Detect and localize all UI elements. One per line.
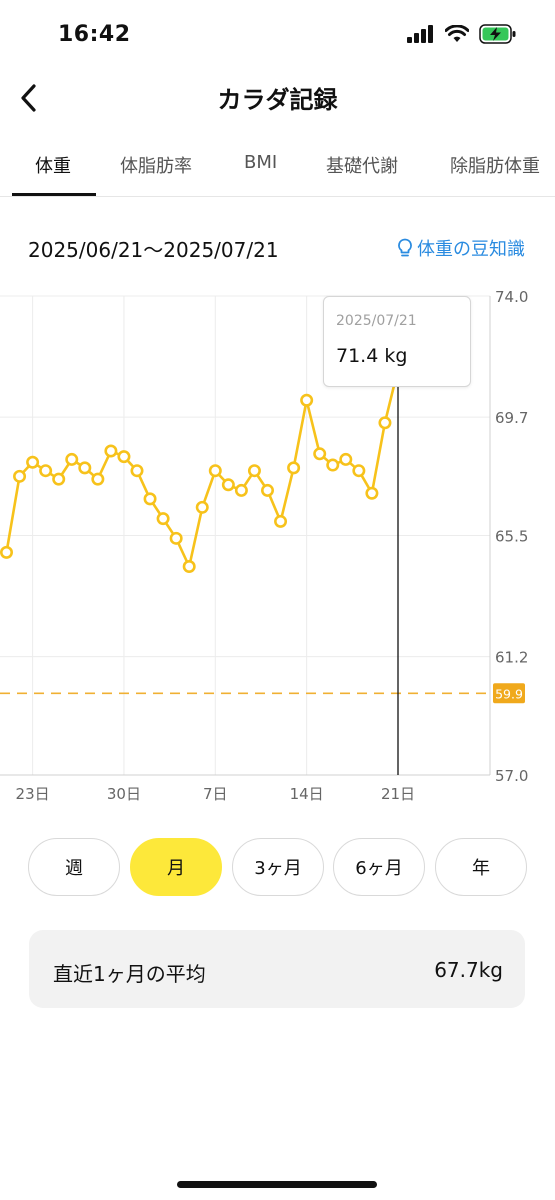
- weight-data-point: [39, 464, 53, 478]
- average-value: 67.7kg: [434, 958, 503, 982]
- weight-data-point: [169, 531, 183, 545]
- weight-data-point: [130, 464, 144, 478]
- average-label: 直近1ヶ月の平均: [53, 962, 206, 986]
- weight-tips-label: 体重の豆知識: [417, 239, 525, 260]
- x-tick-label: 21日: [381, 785, 415, 803]
- x-tick-label: 30日: [107, 785, 141, 803]
- weight-data-point: [274, 514, 288, 528]
- y-tick-label: 69.7: [495, 409, 528, 427]
- status-time: 16:42: [58, 22, 131, 47]
- weight-data-points: [0, 393, 392, 573]
- weight-data-point: [143, 492, 157, 506]
- weight-data-point: [352, 464, 366, 478]
- weight-data-point: [182, 559, 196, 573]
- y-tick-label: 57.0: [495, 767, 528, 785]
- page-title: カラダ記録: [217, 86, 338, 114]
- period-6month-button[interactable]: 6ヶ月: [333, 838, 425, 896]
- weight-data-point: [287, 461, 301, 475]
- y-tick-label: 65.5: [495, 528, 528, 546]
- weight-data-point: [13, 469, 27, 483]
- y-tick-label: 74.0: [495, 288, 528, 306]
- active-tab-indicator: [12, 193, 96, 196]
- wifi-icon: [445, 25, 469, 42]
- weight-data-point: [0, 545, 13, 559]
- weight-data-point: [326, 458, 340, 472]
- weight-data-point: [339, 452, 353, 466]
- tab-bmi[interactable]: BMI: [244, 152, 278, 173]
- weight-data-point: [260, 483, 274, 497]
- x-tick-label: 14日: [290, 785, 324, 803]
- y-axis-ticks: 74.0 69.7 65.5 61.2 57.0: [495, 288, 528, 785]
- x-tick-label: 7日: [203, 785, 228, 803]
- weight-series-line: [5, 368, 400, 568]
- weight-data-point: [313, 447, 327, 461]
- weight-data-point: [156, 512, 170, 526]
- home-indicator: [177, 1181, 377, 1188]
- tab-weight[interactable]: 体重: [35, 156, 71, 177]
- period-week-button[interactable]: 週: [28, 838, 120, 896]
- tab-lean-body-mass[interactable]: 除脂肪体重: [450, 156, 540, 177]
- weight-data-point: [378, 416, 392, 430]
- weight-data-point: [26, 455, 40, 469]
- weight-data-point: [300, 393, 314, 407]
- weight-data-point: [78, 461, 92, 475]
- tab-basal-metabolism[interactable]: 基礎代謝: [326, 156, 398, 177]
- chart-tooltip: 2025/07/21 71.4 kg: [323, 296, 471, 387]
- back-button[interactable]: [10, 80, 46, 116]
- cellular-signal-icon: [407, 25, 433, 43]
- metric-tabs: 体重 体脂肪率 BMI 基礎代謝 除脂肪体重: [0, 140, 555, 197]
- tab-body-fat[interactable]: 体脂肪率: [120, 156, 192, 177]
- period-year-button[interactable]: 年: [435, 838, 527, 896]
- weight-data-point: [247, 464, 261, 478]
- period-3month-button[interactable]: 3ヶ月: [232, 838, 324, 896]
- period-month-button[interactable]: 月: [130, 838, 222, 896]
- target-weight-line: 59.9: [0, 683, 525, 704]
- weight-data-point: [234, 483, 248, 497]
- weight-tips-link[interactable]: 体重の豆知識: [397, 235, 525, 261]
- y-tick-label: 61.2: [495, 649, 528, 667]
- weight-data-point: [65, 452, 79, 466]
- chevron-left-icon: [21, 84, 36, 112]
- x-tick-label: 23日: [16, 785, 50, 803]
- weight-data-point: [195, 500, 209, 514]
- weight-data-point: [52, 472, 66, 486]
- tooltip-value: 71.4 kg: [336, 345, 408, 367]
- date-range-label: 2025/06/21〜2025/07/21: [28, 238, 279, 262]
- weight-line-chart[interactable]: 74.0 69.7 65.5 61.2 57.0 23日 30日 7日 14日 21日 59.9: [0, 280, 555, 805]
- status-icons: [407, 24, 517, 44]
- weight-data-point: [208, 464, 222, 478]
- weight-data-point: [365, 486, 379, 500]
- weight-data-point: [91, 472, 105, 486]
- weight-data-point: [221, 478, 235, 492]
- target-value-badge: [493, 683, 525, 704]
- weight-data-point: [117, 450, 131, 464]
- x-axis-ticks: 23日 30日 7日 14日 21日: [16, 785, 415, 803]
- battery-charging-icon: [479, 24, 516, 44]
- weight-data-point: [104, 444, 118, 458]
- monthly-average-card: 直近1ヶ月の平均 67.7kg: [29, 930, 525, 1008]
- tooltip-date: 2025/07/21: [336, 313, 417, 329]
- lightbulb-icon: [398, 238, 412, 257]
- target-value-label: 59.9: [495, 686, 523, 701]
